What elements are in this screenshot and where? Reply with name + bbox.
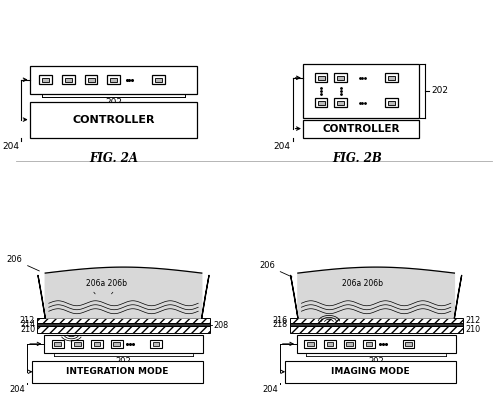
Bar xyxy=(346,342,353,346)
Bar xyxy=(318,76,324,80)
Bar xyxy=(65,78,72,82)
Bar xyxy=(386,98,398,107)
Polygon shape xyxy=(298,267,454,318)
Text: 206: 206 xyxy=(259,261,292,277)
Text: 206a 206b: 206a 206b xyxy=(342,279,383,288)
Text: 212: 212 xyxy=(466,316,481,325)
Text: FIG. 2B: FIG. 2B xyxy=(332,152,382,164)
Bar xyxy=(84,75,98,84)
Bar xyxy=(296,335,456,353)
Bar xyxy=(152,75,166,84)
Text: 202: 202 xyxy=(116,357,132,366)
Bar xyxy=(364,340,375,348)
Text: 218: 218 xyxy=(272,320,287,329)
Text: INTEGRATION MODE: INTEGRATION MODE xyxy=(66,367,169,376)
Bar xyxy=(37,318,210,323)
Bar xyxy=(156,78,162,82)
Bar xyxy=(304,340,316,348)
Bar xyxy=(94,342,100,346)
Bar xyxy=(40,75,52,84)
Bar xyxy=(52,340,64,348)
Text: 216: 216 xyxy=(272,316,287,325)
Bar xyxy=(304,64,420,118)
Bar xyxy=(314,98,328,107)
Text: 212: 212 xyxy=(20,316,35,325)
Polygon shape xyxy=(45,267,202,318)
Bar xyxy=(344,340,355,348)
Bar xyxy=(42,78,50,82)
Bar xyxy=(386,73,398,82)
Bar xyxy=(290,323,463,326)
Bar xyxy=(337,76,344,80)
Text: 204: 204 xyxy=(2,141,20,150)
Bar xyxy=(91,340,103,348)
Bar xyxy=(88,78,94,82)
Bar xyxy=(334,73,347,82)
Bar xyxy=(32,361,203,383)
Bar xyxy=(290,318,463,323)
Text: CONTROLLER: CONTROLLER xyxy=(322,124,400,133)
Bar xyxy=(30,102,197,137)
Text: CONTROLLER: CONTROLLER xyxy=(72,114,155,125)
Text: 206a 206b: 206a 206b xyxy=(86,279,128,288)
Text: 202: 202 xyxy=(105,98,122,107)
Bar xyxy=(402,340,414,348)
Bar xyxy=(324,340,336,348)
Bar xyxy=(388,101,396,105)
Bar xyxy=(74,342,80,346)
Bar xyxy=(152,342,159,346)
Bar xyxy=(54,342,61,346)
Bar xyxy=(388,76,396,80)
Text: 210: 210 xyxy=(466,325,480,334)
Bar xyxy=(366,342,372,346)
Bar xyxy=(326,342,333,346)
Bar xyxy=(44,335,203,353)
Text: 210: 210 xyxy=(20,325,35,334)
Text: 214: 214 xyxy=(20,320,35,329)
Text: 206: 206 xyxy=(6,255,40,271)
Bar xyxy=(334,98,347,107)
Text: 202: 202 xyxy=(431,86,448,95)
Text: 204: 204 xyxy=(262,385,278,394)
Bar xyxy=(110,340,122,348)
Text: 204: 204 xyxy=(10,385,25,394)
Bar xyxy=(72,340,83,348)
Bar xyxy=(108,75,120,84)
Bar xyxy=(290,326,463,333)
Bar xyxy=(150,340,162,348)
Bar xyxy=(406,342,412,346)
Bar xyxy=(37,326,210,333)
Bar xyxy=(314,73,328,82)
Text: 202: 202 xyxy=(368,357,384,366)
Text: 208: 208 xyxy=(213,321,228,330)
Bar xyxy=(307,342,314,346)
Bar xyxy=(284,361,456,383)
Bar xyxy=(30,66,197,94)
Bar xyxy=(114,342,120,346)
Bar xyxy=(37,323,210,326)
Bar xyxy=(110,78,117,82)
Bar xyxy=(318,101,324,105)
Bar xyxy=(62,75,75,84)
Text: IMAGING MODE: IMAGING MODE xyxy=(331,367,409,376)
Bar xyxy=(304,120,420,137)
Text: FIG. 2A: FIG. 2A xyxy=(89,152,138,164)
Bar xyxy=(337,101,344,105)
Text: 204: 204 xyxy=(274,141,290,150)
